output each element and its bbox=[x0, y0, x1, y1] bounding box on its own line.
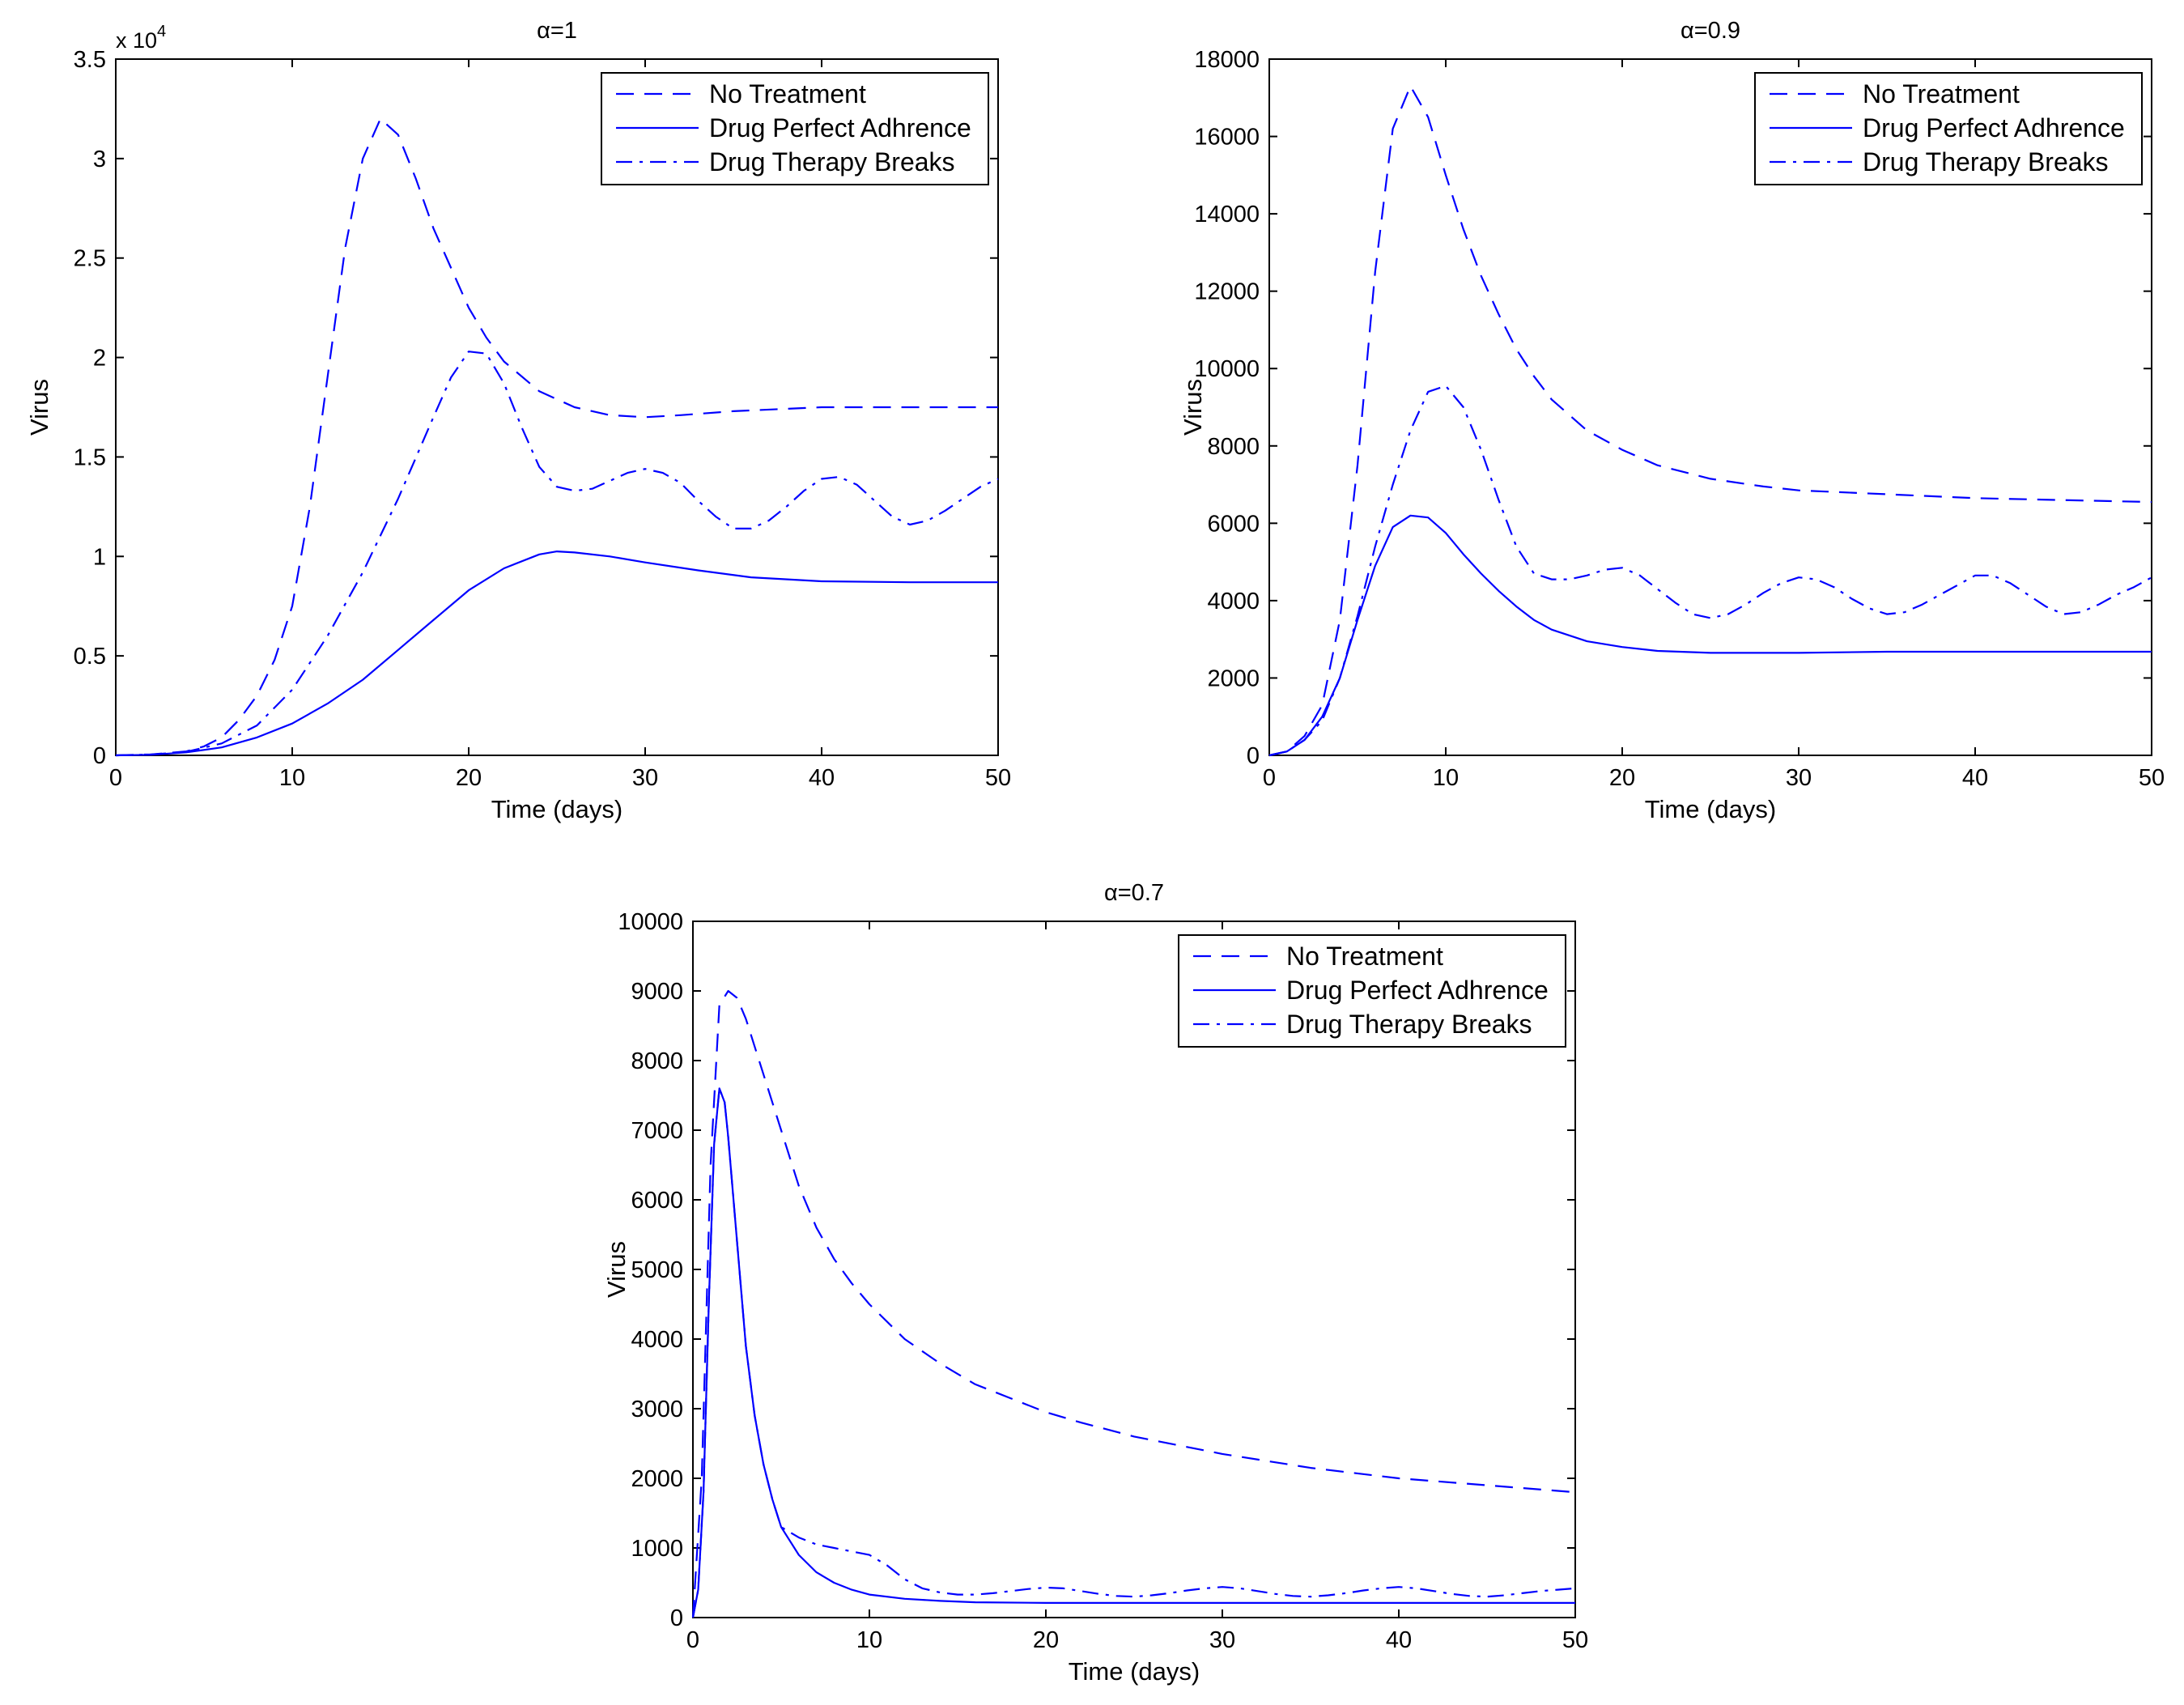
x-tick-label: 10 bbox=[856, 1627, 882, 1653]
y-tick-label: 12000 bbox=[1194, 279, 1260, 305]
x-tick-label: 50 bbox=[2139, 765, 2165, 791]
y-tick-label: 1000 bbox=[631, 1536, 683, 1562]
legend-label: No Treatment bbox=[709, 79, 866, 108]
legend-label: No Treatment bbox=[1863, 79, 2020, 108]
legend-label: Drug Therapy Breaks bbox=[1286, 1010, 1532, 1039]
y-tick-label: 8000 bbox=[631, 1048, 683, 1074]
series-line-dashed bbox=[691, 989, 1576, 1618]
y-tick-label: 14000 bbox=[1194, 202, 1260, 227]
x-axis-label: Time (days) bbox=[1069, 1657, 1200, 1686]
y-tick-label: 8000 bbox=[1207, 434, 1260, 460]
series-line-dashed bbox=[1268, 85, 2152, 757]
series-line-dashdot bbox=[691, 1087, 1576, 1618]
y-tick-label: 2 bbox=[93, 346, 106, 372]
y-axis-label: Virus bbox=[602, 1241, 631, 1298]
chart-1: 0 10 20 30 40 50 0 0.5 1 1.5 2 2.5 3 3.5 x 104 α=1 Time … bbox=[25, 18, 1011, 823]
y-tick-label: 4000 bbox=[631, 1327, 683, 1353]
x-axis-label: Time (days) bbox=[1645, 795, 1776, 823]
y-tick-label: 10000 bbox=[618, 909, 683, 935]
x-tick-label: 20 bbox=[1609, 765, 1635, 791]
y-tick-label: 2.5 bbox=[74, 246, 106, 272]
chart-title: α=1 bbox=[537, 18, 577, 44]
x-axis-label: Time (days) bbox=[491, 795, 622, 823]
series-line-solid bbox=[1268, 514, 2152, 757]
series-line-dashdot bbox=[115, 351, 999, 757]
x-tick-label: 0 bbox=[1263, 765, 1276, 791]
y-tick-label: 1 bbox=[93, 544, 106, 570]
x-tick-label: 40 bbox=[1962, 765, 1988, 791]
axes-box bbox=[1268, 58, 2152, 756]
y-tick-label: 7000 bbox=[631, 1118, 683, 1144]
chart-3: 0 10 20 30 40 50 0 1000 2000 3000 4000 5000 6000 7000… bbox=[602, 880, 1588, 1686]
x-tick-label: 0 bbox=[109, 765, 122, 791]
y-tick-label: 3 bbox=[93, 147, 106, 172]
x-tick-label: 30 bbox=[1786, 765, 1812, 791]
legend: No Treatment Drug Perfect Adhrence Drug Th… bbox=[1754, 72, 2143, 185]
y-tick-label: 2000 bbox=[631, 1466, 683, 1492]
legend-label: Drug Perfect Adhrence bbox=[1863, 113, 2125, 142]
chart-title: α=0.9 bbox=[1680, 18, 1740, 44]
series-line-solid bbox=[115, 551, 998, 757]
legend-label: Drug Therapy Breaks bbox=[709, 147, 955, 176]
y-tick-label: 0 bbox=[1247, 743, 1260, 769]
series-line-dashed bbox=[115, 117, 998, 757]
series-line-solid bbox=[691, 1087, 1575, 1618]
y-tick-label: 9000 bbox=[631, 979, 683, 1005]
y-multiplier-exponent: 4 bbox=[157, 23, 166, 40]
x-tick-label: 0 bbox=[686, 1627, 699, 1653]
y-tick-label: 0.5 bbox=[74, 644, 106, 670]
x-tick-label: 40 bbox=[1386, 1627, 1412, 1653]
chart-title: α=0.7 bbox=[1104, 880, 1164, 906]
x-tick-label: 40 bbox=[809, 765, 835, 791]
legend-label: No Treatment bbox=[1286, 942, 1443, 971]
x-tick-label: 20 bbox=[456, 765, 482, 791]
y-tick-label: 18000 bbox=[1194, 47, 1260, 73]
y-tick-label: 16000 bbox=[1194, 125, 1260, 151]
y-axis-label: Virus bbox=[25, 379, 53, 436]
y-tick-label: 5000 bbox=[631, 1257, 683, 1283]
x-tick-label: 30 bbox=[1209, 1627, 1235, 1653]
y-axis-multiplier: x 104 bbox=[116, 23, 166, 53]
y-tick-label: 6000 bbox=[631, 1188, 683, 1214]
x-tick-label: 10 bbox=[1433, 765, 1459, 791]
legend-label: Drug Perfect Adhrence bbox=[709, 113, 971, 142]
legend-label: Drug Therapy Breaks bbox=[1863, 147, 2109, 176]
y-tick-label: 0 bbox=[93, 743, 106, 769]
y-tick-label: 4000 bbox=[1207, 589, 1260, 614]
y-tick-label: 3000 bbox=[631, 1397, 683, 1422]
y-tick-label: 2000 bbox=[1207, 665, 1260, 691]
chart-2: 0 10 20 30 40 50 0 2000 4000 6000 8000 10000 12000 14… bbox=[1179, 18, 2165, 823]
x-tick-label: 50 bbox=[985, 765, 1011, 791]
y-tick-label: 0 bbox=[670, 1605, 683, 1631]
y-multiplier-base: x 10 bbox=[116, 28, 157, 53]
x-tick-label: 50 bbox=[1562, 1627, 1588, 1653]
y-tick-label: 10000 bbox=[1194, 356, 1260, 382]
legend: No Treatment Drug Perfect Adhrence Drug Th… bbox=[1178, 934, 1566, 1048]
x-tick-label: 20 bbox=[1033, 1627, 1059, 1653]
x-tick-label: 30 bbox=[632, 765, 658, 791]
y-tick-label: 6000 bbox=[1207, 511, 1260, 537]
y-axis-label: Virus bbox=[1179, 379, 1207, 436]
y-tick-label: 3.5 bbox=[74, 47, 106, 73]
legend-label: Drug Perfect Adhrence bbox=[1286, 976, 1549, 1005]
y-tick-label: 1.5 bbox=[74, 444, 106, 470]
x-tick-label: 10 bbox=[279, 765, 305, 791]
series-line-dashdot bbox=[1268, 385, 2152, 757]
legend: No Treatment Drug Perfect Adhrence Drug Th… bbox=[601, 72, 989, 185]
